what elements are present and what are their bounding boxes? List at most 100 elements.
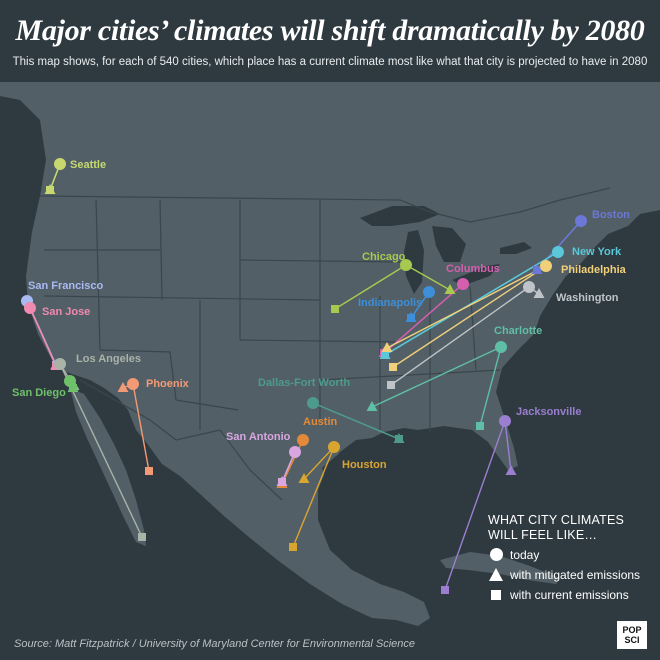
indianapolis-label: Indianapolis (358, 297, 422, 309)
jacksonville-current-square (441, 586, 449, 594)
philadelphia-mitigated-triangle (381, 342, 393, 352)
jacksonville-line-mitigated (504, 420, 512, 472)
austin-line-current (281, 439, 304, 485)
seattle-label: Seattle (70, 159, 106, 171)
legend: WHAT CITY CLIMATES WILL FEEL LIKE… today… (488, 513, 640, 603)
logo-line-1: POP (622, 625, 642, 635)
san-jose-today-circle (24, 302, 36, 314)
logo-line-2: SCI (624, 635, 640, 645)
lake-michigan (404, 230, 424, 294)
triangle-icon (488, 567, 504, 583)
new-york-line-current (384, 251, 559, 356)
circle-icon (488, 547, 504, 563)
legend-title: WHAT CITY CLIMATES WILL FEEL LIKE… (488, 513, 625, 542)
charlotte-line-mitigated (371, 346, 502, 408)
phoenix-today-circle (127, 378, 139, 390)
indianapolis-mitigated-triangle (405, 312, 417, 322)
dallas-fort-worth-line-current (312, 402, 400, 440)
charlotte-mitigated-triangle (366, 401, 378, 411)
austin-today-circle (297, 434, 309, 446)
chicago-current-square (331, 305, 339, 313)
dallas-fort-worth-mitigated-triangle (393, 433, 405, 443)
city-markers (21, 158, 587, 594)
dallas-fort-worth-label: Dallas-Fort Worth (258, 377, 350, 389)
los-angeles-current-square (138, 533, 146, 541)
san-jose-line-current (29, 307, 57, 367)
washington-line-current (390, 286, 530, 386)
chicago-line-mitigated (405, 264, 451, 291)
seattle-today-circle (54, 158, 66, 170)
legend-label-today: today (510, 547, 540, 562)
new-york-mitigated-triangle (379, 349, 391, 359)
square-icon (488, 587, 504, 603)
charlotte-label: Charlotte (494, 325, 542, 337)
legend-label-mitigated: with mitigated emissions (510, 567, 641, 582)
boston-today-circle (575, 215, 587, 227)
land-cuba (440, 552, 560, 584)
chicago-mitigated-triangle (444, 284, 456, 294)
legend-item-current: with current emissions (488, 586, 640, 603)
jacksonville-line-current (444, 420, 506, 591)
san-francisco-label: San Francisco (28, 280, 103, 292)
lake-huron (432, 226, 466, 262)
legend-item-today: today (488, 546, 640, 563)
san-antonio-label: San Antonio (226, 431, 291, 443)
washington-label: Washington (556, 292, 619, 304)
source-note: Source: Matt Fitzpatrick / University of… (14, 638, 416, 650)
legend-label-current: with current emissions (510, 587, 629, 602)
washington-mitigated-triangle (533, 288, 545, 298)
philadelphia-label: Philadelphia (561, 264, 627, 276)
los-angeles-today-circle (54, 358, 66, 370)
san-jose-label: San Jose (42, 306, 90, 318)
charlotte-line-current (479, 346, 502, 427)
lake-superior (360, 206, 440, 226)
phoenix-mitigated-triangle (117, 382, 129, 392)
san-diego-mitigated-triangle (67, 382, 79, 392)
austin-label: Austin (303, 416, 338, 428)
charlotte-current-square (476, 422, 484, 430)
washington-today-circle (523, 281, 535, 293)
boston-label: Boston (592, 209, 630, 221)
houston-label: Houston (342, 459, 387, 471)
new-york-today-circle (552, 246, 564, 258)
philadelphia-line-mitigated (386, 265, 547, 349)
map-title: Major cities’ climates will shift dramat… (15, 14, 645, 47)
lake-ontario (500, 242, 532, 254)
columbus-label: Columbus (446, 263, 500, 275)
san-diego-today-circle (64, 375, 76, 387)
columbus-today-circle (457, 278, 469, 290)
jacksonville-today-circle (499, 415, 511, 427)
houston-line-current (292, 446, 335, 548)
houston-current-square (289, 543, 297, 551)
land-north-america (0, 82, 660, 626)
dallas-fort-worth-today-circle (307, 397, 319, 409)
phoenix-line-current (132, 383, 150, 472)
philadelphia-today-circle (540, 260, 552, 272)
houston-line-mitigated (303, 446, 335, 480)
boston-mitigated-triangle (531, 264, 543, 274)
phoenix-current-square (145, 467, 153, 475)
los-angeles-line-current (59, 363, 143, 538)
los-angeles-label: Los Angeles (76, 353, 141, 365)
washington-current-square (387, 381, 395, 389)
chicago-label: Chicago (362, 251, 406, 263)
jacksonville-label: Jacksonville (516, 406, 581, 418)
san-diego-label: San Diego (12, 387, 66, 399)
chicago-line-current (334, 264, 407, 310)
san-antonio-mitigated-triangle (276, 476, 288, 486)
new-york-label: New York (572, 246, 622, 258)
indianapolis-today-circle (423, 286, 435, 298)
popsci-logo: POP SCI (617, 621, 647, 649)
seattle-mitigated-triangle (44, 184, 56, 194)
borders (39, 187, 611, 501)
columbus-line-current (383, 283, 464, 354)
san-antonio-today-circle (289, 446, 301, 458)
legend-item-mitigated: with mitigated emissions (488, 566, 640, 583)
phoenix-label: Phoenix (146, 378, 190, 390)
charlotte-today-circle (495, 341, 507, 353)
chicago-today-circle (400, 259, 412, 271)
houston-today-circle (328, 441, 340, 453)
city-labels: Seattle San Francisco San Jose Los Angeles S… (12, 159, 630, 471)
jacksonville-mitigated-triangle (505, 465, 517, 475)
